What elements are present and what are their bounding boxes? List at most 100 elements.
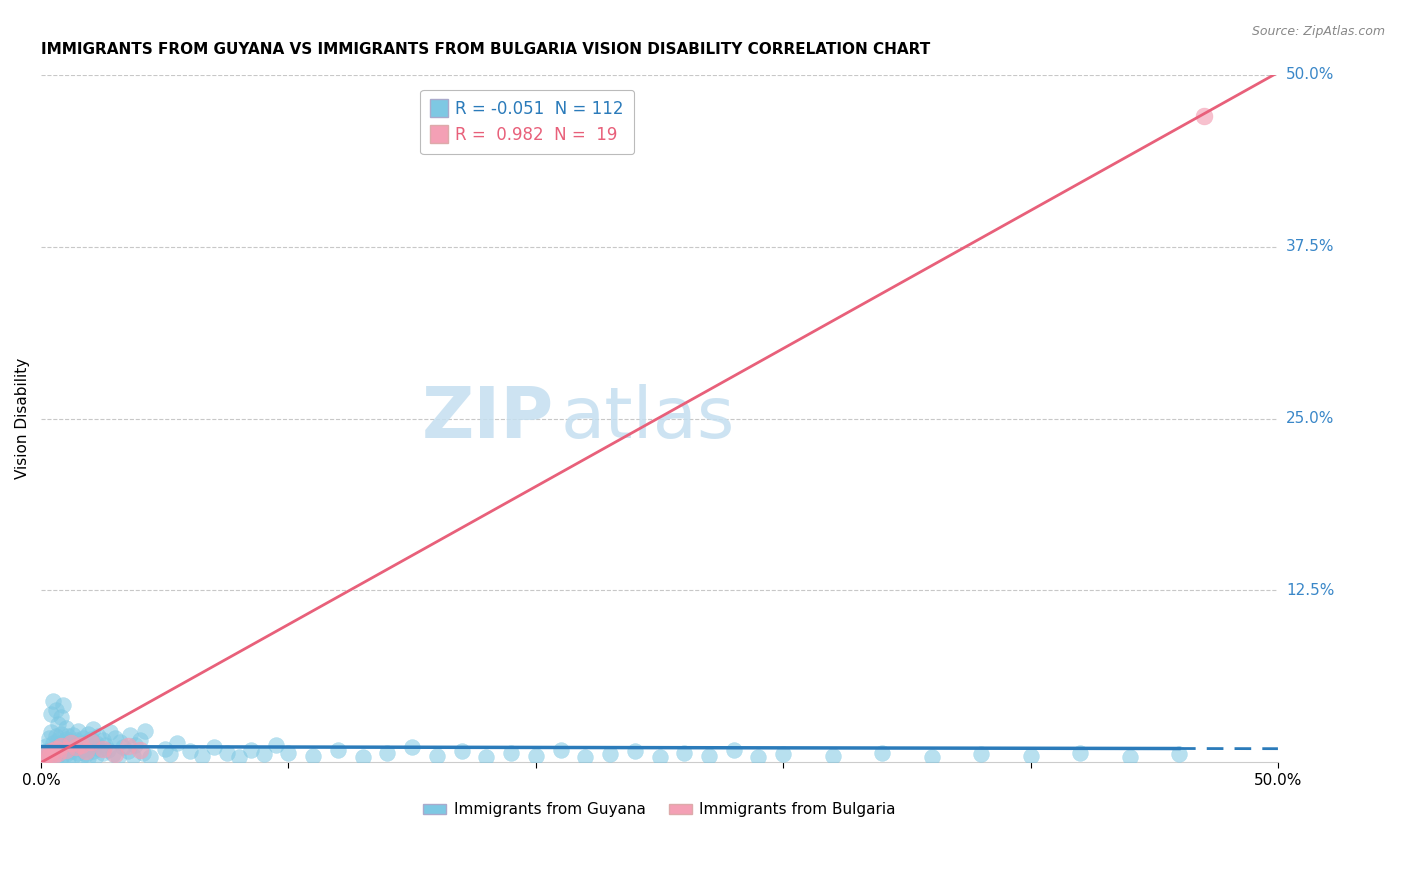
Point: [62, 748, 84, 763]
Point: [302, 748, 325, 763]
Point: [48, 717, 70, 731]
Point: [38, 747, 60, 761]
Point: [49, 739, 72, 753]
Point: [38, 750, 60, 764]
Point: [264, 738, 287, 752]
Point: [166, 736, 188, 750]
Point: [75, 747, 97, 761]
Point: [870, 746, 893, 760]
Text: atlas: atlas: [561, 384, 735, 453]
Point: [39, 707, 62, 722]
Point: [65, 740, 87, 755]
Point: [52, 743, 75, 757]
Point: [75, 735, 97, 749]
Point: [1019, 748, 1042, 763]
Point: [39, 743, 62, 757]
Point: [55, 743, 77, 757]
Point: [202, 740, 225, 755]
Point: [352, 750, 374, 764]
Point: [104, 747, 127, 761]
Point: [107, 750, 129, 764]
Text: Source: ZipAtlas.com: Source: ZipAtlas.com: [1251, 25, 1385, 38]
Point: [253, 747, 276, 761]
Point: [91, 741, 114, 756]
Point: [65, 733, 87, 747]
Point: [117, 744, 139, 758]
Point: [39, 725, 62, 739]
Point: [101, 747, 124, 761]
Point: [139, 750, 162, 764]
Point: [42, 736, 65, 750]
Point: [32, 748, 55, 763]
Point: [49, 750, 72, 764]
Point: [55, 732, 77, 747]
Point: [120, 728, 142, 742]
Point: [69, 738, 91, 752]
Point: [550, 743, 572, 757]
Point: [38, 731, 60, 745]
Point: [117, 739, 139, 753]
Point: [48, 733, 70, 747]
Point: [426, 748, 449, 763]
Point: [79, 739, 101, 753]
Point: [921, 750, 943, 764]
Point: [215, 746, 238, 760]
Point: [87, 729, 110, 743]
Point: [970, 747, 993, 761]
Point: [59, 736, 82, 750]
Point: [79, 735, 101, 749]
Point: [91, 746, 114, 760]
Point: [77, 751, 100, 765]
Point: [97, 743, 120, 757]
Point: [59, 744, 82, 758]
Text: 12.5%: 12.5%: [1286, 583, 1334, 598]
Point: [69, 750, 91, 764]
Point: [159, 747, 181, 761]
Point: [821, 748, 844, 763]
Point: [475, 750, 498, 764]
Point: [38, 750, 60, 764]
Point: [121, 748, 143, 763]
Point: [84, 748, 107, 763]
Point: [134, 723, 156, 738]
Point: [129, 733, 152, 747]
Point: [111, 740, 134, 755]
Y-axis label: Vision Disability: Vision Disability: [15, 358, 30, 479]
Point: [75, 744, 97, 758]
Point: [62, 728, 84, 742]
Point: [82, 744, 104, 758]
Point: [45, 751, 67, 765]
Point: [52, 735, 75, 749]
Point: [84, 736, 107, 750]
Point: [55, 747, 77, 761]
Point: [48, 740, 70, 755]
Point: [131, 746, 153, 760]
Point: [32, 751, 55, 765]
Point: [179, 744, 201, 758]
Point: [35, 739, 58, 753]
Point: [89, 741, 111, 756]
Point: [58, 751, 80, 765]
Point: [35, 747, 58, 761]
Point: [55, 721, 77, 735]
Point: [72, 731, 94, 745]
Point: [401, 740, 423, 755]
Point: [501, 746, 523, 760]
Point: [1118, 750, 1140, 764]
Point: [153, 741, 176, 756]
Point: [574, 750, 596, 764]
Point: [1069, 746, 1091, 760]
Text: 37.5%: 37.5%: [1286, 239, 1334, 254]
Point: [48, 746, 70, 760]
Point: [49, 710, 72, 724]
Point: [599, 747, 621, 761]
Point: [1168, 747, 1191, 761]
Point: [82, 723, 104, 737]
Point: [240, 743, 263, 757]
Point: [45, 729, 67, 743]
Point: [129, 743, 152, 757]
Point: [39, 744, 62, 758]
Point: [124, 738, 146, 752]
Point: [65, 740, 87, 755]
Point: [723, 743, 745, 757]
